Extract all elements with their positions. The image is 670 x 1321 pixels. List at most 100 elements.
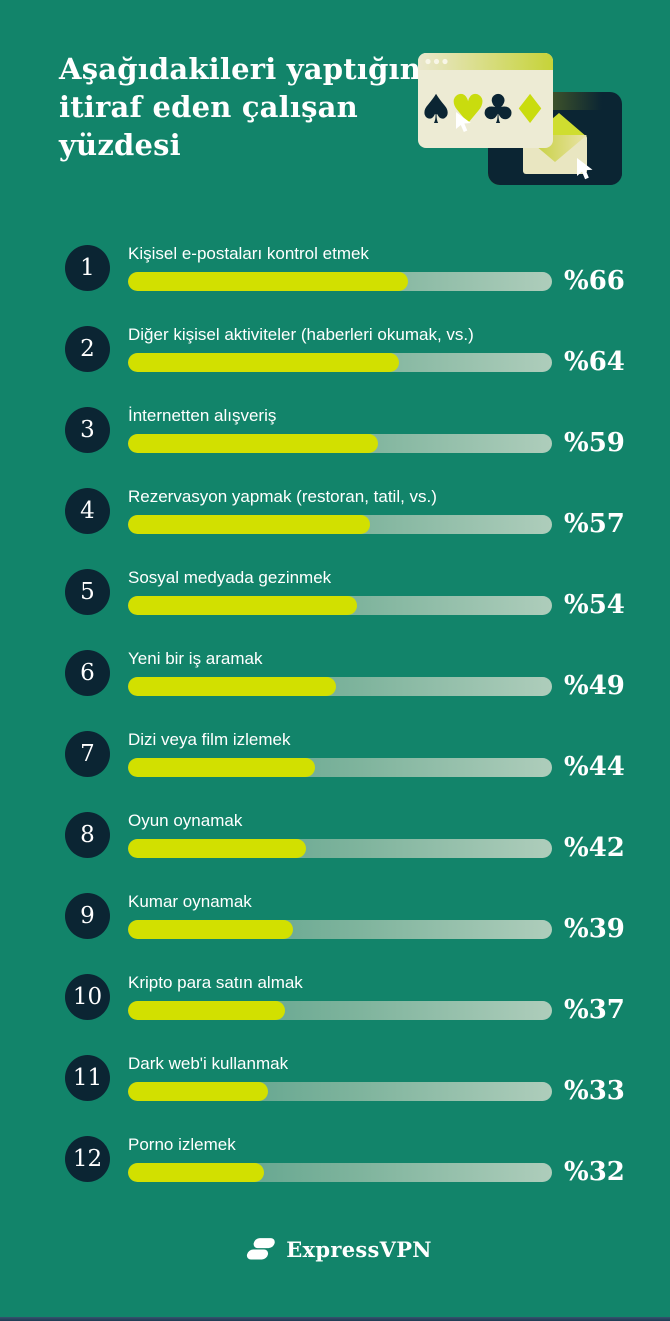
percentage-value: %37 (564, 995, 625, 1025)
percentage-value: %54 (564, 590, 625, 620)
page-title: Aşağıdakileri yaptığını itiraf eden çalı… (59, 50, 432, 164)
progress-fill (128, 272, 408, 291)
activity-label: Oyun oynamak (128, 811, 243, 830)
progress-track (128, 434, 552, 453)
progress-fill (128, 1163, 264, 1182)
club-icon: ♣ (480, 87, 516, 133)
rank-badge: 10 (65, 973, 110, 1020)
header: Aşağıdakileri yaptığını itiraf eden çalı… (0, 0, 670, 222)
percentage-value: %42 (564, 833, 625, 863)
percentage-value: %33 (564, 1076, 625, 1106)
activity-label: Yeni bir iş aramak (128, 649, 263, 668)
progress-fill (128, 353, 400, 372)
cursor-icon (456, 112, 471, 132)
progress-fill (128, 839, 307, 858)
bar-chart: 1 Kişisel e-postaları kontrol etmek %66 2 Di… (0, 222, 670, 1187)
progress-fill (128, 758, 315, 777)
activity-label: Sosyal medyada gezinmek (128, 568, 332, 587)
percentage-value: %57 (564, 509, 625, 539)
rank-number: 1 (80, 254, 95, 281)
rank-badge: 12 (65, 1135, 110, 1182)
rank-badge: 1 (65, 244, 110, 291)
rank-badge: 7 (65, 730, 110, 777)
table-row: 12 Porno izlemek %32 (65, 1135, 670, 1187)
table-row: 4 Rezervasyon yapmak (restoran, tatil, vs… (65, 487, 670, 539)
rank-number: 12 (72, 1145, 103, 1172)
table-row: 7 Dizi veya film izlemek %44 (65, 730, 670, 782)
activity-label: Kişisel e-postaları kontrol etmek (128, 244, 369, 263)
progress-track (128, 272, 552, 291)
browser-window-icon: ♠ ♥ ♣ ♦ (418, 53, 553, 148)
rank-badge: 4 (65, 487, 110, 534)
activity-label: Dark web'i kullanmak (128, 1054, 289, 1073)
progress-track (128, 353, 552, 372)
rank-number: 7 (80, 740, 95, 767)
percentage-value: %44 (564, 752, 625, 782)
progress-track (128, 1001, 552, 1020)
rank-number: 8 (80, 821, 95, 848)
title-line-3: yüzdesi (59, 128, 181, 162)
table-row: 11 Dark web'i kullanmak %33 (65, 1054, 670, 1106)
progress-track (128, 677, 552, 696)
table-row: 8 Oyun oynamak %42 (65, 811, 670, 863)
title-line-1: Aşağıdakileri yaptığını (59, 52, 433, 86)
progress-fill (128, 1001, 285, 1020)
header-illustration: ♠ ♥ ♣ ♦ (418, 53, 622, 185)
activity-label: Diğer kişisel aktiviteler (haberleri oku… (128, 325, 474, 344)
progress-track (128, 596, 552, 615)
rank-badge: 2 (65, 325, 110, 372)
rank-number: 5 (80, 578, 95, 605)
progress-track (128, 1082, 552, 1101)
rank-number: 6 (80, 659, 95, 686)
activity-label: Rezervasyon yapmak (restoran, tatil, vs.… (128, 487, 437, 506)
title-line-2: itiraf eden çalışan (59, 90, 358, 124)
progress-fill (128, 515, 370, 534)
progress-fill (128, 434, 379, 453)
percentage-value: %66 (564, 266, 625, 296)
table-row: 3 İnternetten alışveriş %59 (65, 406, 670, 456)
spade-icon: ♠ (418, 87, 454, 133)
table-row: 6 Yeni bir iş aramak %49 (65, 649, 670, 701)
progress-track (128, 515, 552, 534)
rank-badge: 3 (65, 406, 110, 453)
percentage-value: %32 (564, 1157, 625, 1187)
progress-fill (128, 596, 357, 615)
activity-label: Dizi veya film izlemek (128, 730, 291, 749)
percentage-value: %39 (564, 914, 625, 944)
activity-label: Kumar oynamak (128, 892, 252, 911)
table-row: 9 Kumar oynamak %39 (65, 892, 670, 944)
rank-number: 3 (80, 416, 95, 443)
rank-badge: 8 (65, 811, 110, 858)
activity-label: Porno izlemek (128, 1135, 236, 1154)
rank-badge: 6 (65, 649, 110, 696)
window-dot-icon (433, 58, 440, 65)
rank-badge: 11 (65, 1054, 110, 1101)
table-row: 2 Diğer kişisel aktiviteler (haberleri ok… (65, 325, 670, 377)
progress-fill (128, 677, 336, 696)
activity-label: İnternetten alışveriş (128, 406, 277, 425)
activity-label: Kripto para satın almak (128, 973, 303, 992)
progress-track (128, 1163, 552, 1182)
window-dot-icon (425, 58, 431, 65)
progress-track (128, 839, 552, 858)
diamond-icon: ♦ (512, 87, 548, 133)
progress-fill (128, 920, 294, 939)
percentage-value: %49 (564, 671, 625, 701)
brand-name: ExpressVPN (286, 1237, 432, 1262)
rank-badge: 9 (65, 892, 110, 939)
rank-number: 10 (72, 983, 103, 1010)
expressvpn-logo-icon (247, 1238, 275, 1260)
progress-track (128, 758, 552, 777)
bottom-border (0, 1317, 670, 1321)
rank-badge: 5 (65, 568, 110, 615)
rank-number: 9 (80, 902, 95, 929)
progress-fill (128, 1082, 268, 1101)
progress-track (128, 920, 552, 939)
brand-logo: ExpressVPN (0, 1236, 670, 1263)
table-row: 10 Kripto para satın almak %37 (65, 973, 670, 1025)
percentage-value: %64 (564, 347, 625, 377)
table-row: 1 Kişisel e-postaları kontrol etmek %66 (65, 244, 670, 296)
cursor-icon (577, 158, 593, 180)
rank-number: 2 (80, 335, 95, 362)
rank-number: 4 (80, 497, 95, 524)
